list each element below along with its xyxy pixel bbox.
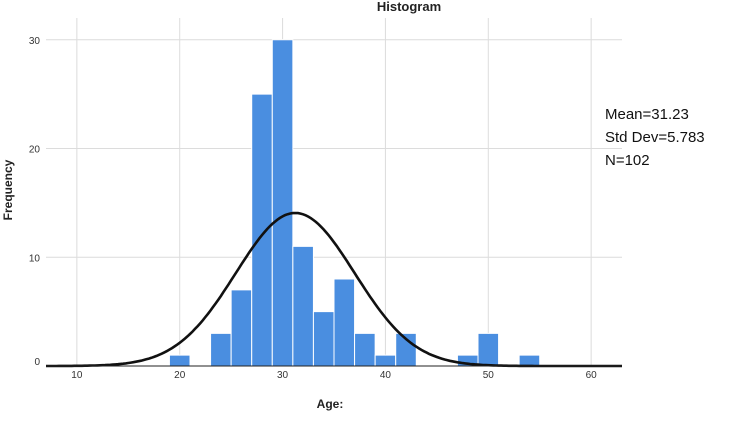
histogram-bar: [271, 39, 294, 367]
y-tick-label: 0: [34, 357, 40, 368]
bars: [168, 39, 541, 367]
histogram-bar: [477, 332, 500, 367]
x-tick-label: 10: [71, 370, 83, 381]
y-tick-label: 20: [29, 145, 41, 156]
histogram-bar: [230, 289, 253, 367]
stats-box: Mean=31.23 Std Dev=5.783 N=102: [605, 106, 705, 169]
y-tick-label: 10: [29, 253, 41, 264]
y-axis-label: Frequency: [1, 159, 15, 220]
stat-std-dev: Std Dev=5.783: [605, 129, 705, 146]
histogram-bar: [354, 332, 376, 367]
stat-mean: Mean=31.23: [605, 106, 689, 123]
y-tick-labels: 0 10 20 30: [29, 36, 41, 368]
histogram-bar: [374, 354, 397, 367]
histogram-bar: [312, 311, 335, 367]
x-tick-label: 50: [483, 370, 495, 381]
x-tick-label: 30: [277, 370, 289, 381]
chart-title: Histogram: [377, 0, 441, 14]
histogram-bar: [292, 245, 314, 367]
histogram-bar: [518, 354, 541, 367]
histogram-bar: [210, 332, 232, 367]
histogram-bar: [333, 278, 356, 367]
y-tick-label: 30: [29, 36, 41, 47]
x-tick-label: 40: [380, 370, 392, 381]
x-tick-labels: 10 20 30 40 50 60: [71, 370, 597, 381]
stat-n: N=102: [605, 152, 650, 169]
x-axis-label: Age:: [317, 397, 344, 411]
histogram-bar: [168, 354, 191, 367]
histogram-bar: [251, 93, 273, 367]
x-tick-label: 60: [586, 370, 598, 381]
x-tick-label: 20: [174, 370, 186, 381]
